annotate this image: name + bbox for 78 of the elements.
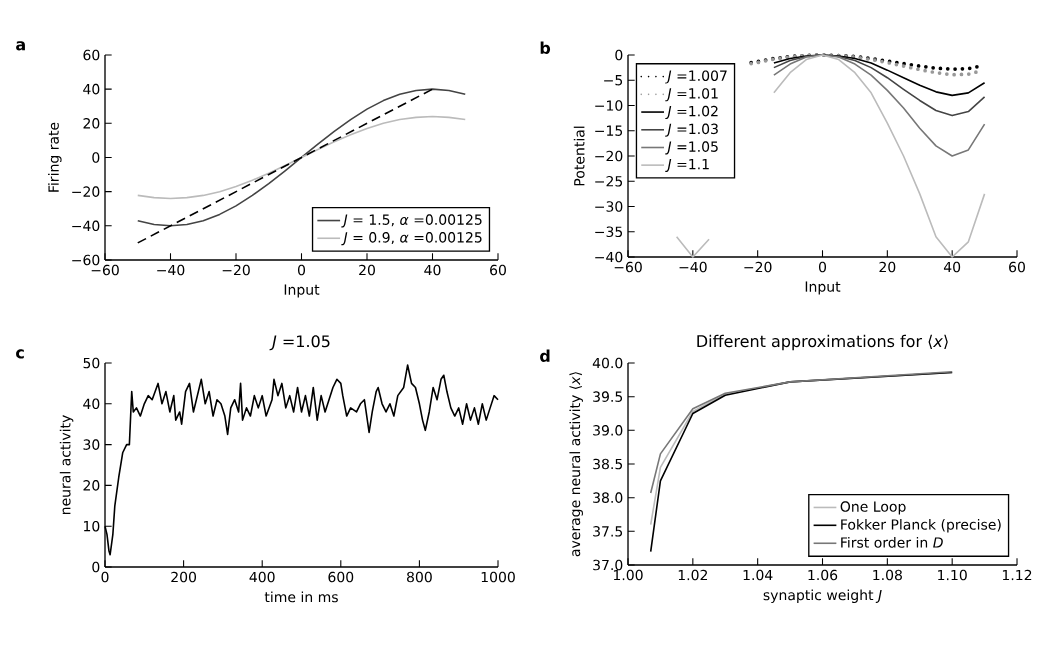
x-axis-title: Input (805, 281, 841, 295)
legend-label: J =1.01 (665, 88, 718, 102)
chart-title: J =1.05 (269, 335, 330, 351)
x-tick-label: −20 (744, 261, 772, 273)
legend-label: J =1.007 (665, 70, 727, 84)
legend-label: J =1.02 (665, 105, 718, 120)
chart-title: Different approximations for ⟨x⟩ (697, 334, 948, 351)
x-tick-label: 20 (359, 264, 375, 276)
y-axis-title: Potential (573, 126, 585, 186)
legend-label: J = 1.5, α =0.00125 (341, 214, 482, 228)
x-tick-label: 1.04 (743, 569, 773, 581)
x-tick-label: 1.08 (873, 569, 902, 581)
y-tick-label: 40 (83, 83, 100, 95)
y-tick-label: −20 (72, 186, 100, 197)
y-tick-label: 0 (615, 49, 623, 61)
y-tick-label: −5 (604, 75, 623, 86)
legend-label: J =1.1 (665, 159, 709, 173)
y-tick-label: 30 (83, 439, 100, 450)
y-tick-label: −10 (595, 100, 623, 111)
x-tick-label: 1.00 (613, 569, 643, 581)
y-axis-title: Firing rate (48, 122, 62, 192)
y-tick-label: −20 (595, 150, 623, 162)
y-tick-label: 20 (83, 480, 100, 491)
y-tick-label: 37.0 (593, 559, 623, 571)
x-axis-title: time in ms (264, 591, 338, 603)
y-tick-label: 0 (92, 561, 100, 573)
x-tick-label: 600 (328, 571, 354, 583)
legend-label: Fokker Planck (precise) (841, 518, 1001, 533)
x-tick-label: 400 (249, 571, 275, 583)
y-tick-label: 37.5 (593, 526, 623, 537)
text: d (540, 349, 550, 362)
y-tick-label: 38.0 (593, 492, 623, 503)
y-tick-label: 39.5 (593, 391, 623, 402)
y-tick-label: 39.0 (593, 425, 623, 436)
y-tick-label: −40 (595, 251, 623, 263)
x-tick-label: 800 (406, 571, 432, 583)
y-tick-label: −35 (595, 226, 623, 238)
x-tick-label: −20 (222, 264, 250, 276)
text: b (540, 41, 551, 54)
x-tick-label: 200 (171, 571, 197, 583)
x-tick-label: 60 (490, 264, 506, 276)
x-tick-label: 0 (297, 264, 306, 276)
x-tick-label: −40 (679, 261, 707, 273)
legend-label: J =1.03 (665, 123, 718, 137)
legend-label: J =1.05 (665, 141, 718, 155)
x-tick-label: 40 (424, 264, 441, 276)
x-tick-label: 0 (101, 571, 109, 583)
x-tick-label: 1.02 (678, 569, 708, 581)
x-tick-label: 60 (1009, 261, 1025, 273)
y-tick-label: −30 (595, 201, 623, 212)
y-tick-label: −25 (595, 175, 623, 187)
legend-label: One Loop (840, 501, 906, 515)
y-tick-label: 10 (84, 520, 100, 532)
y-tick-label: 38.5 (593, 458, 623, 470)
y-axis-title: average neural activity ⟨x⟩ (569, 372, 583, 557)
x-tick-label: 1.06 (808, 569, 838, 581)
x-tick-label: 0 (818, 261, 827, 273)
x-tick-label: −40 (157, 264, 185, 276)
y-axis-title: neural activity (59, 415, 74, 515)
y-tick-label: 40.0 (592, 357, 623, 369)
x-tick-label: −60 (614, 261, 642, 273)
x-axis-title: Input (284, 284, 320, 298)
y-tick-label: −15 (595, 125, 623, 136)
legend-label: J = 0.9, α =0.00125 (341, 232, 482, 246)
x-tick-label: 1.10 (938, 569, 967, 581)
y-tick-label: 20 (83, 118, 100, 129)
y-tick-label: −40 (72, 220, 100, 232)
y-tick-label: 0 (92, 152, 100, 163)
x-tick-label: 20 (879, 261, 896, 273)
y-tick-label: 40 (83, 398, 100, 410)
legend-label: First order in D (841, 536, 943, 548)
text: c (16, 349, 24, 359)
x-tick-label: 40 (943, 261, 961, 273)
x-tick-label: 1.12 (1002, 569, 1032, 581)
x-tick-label: 1000 (481, 571, 515, 583)
y-tick-label: 50 (83, 357, 100, 369)
text: a (16, 41, 25, 51)
y-tick-label: 60 (83, 49, 100, 61)
